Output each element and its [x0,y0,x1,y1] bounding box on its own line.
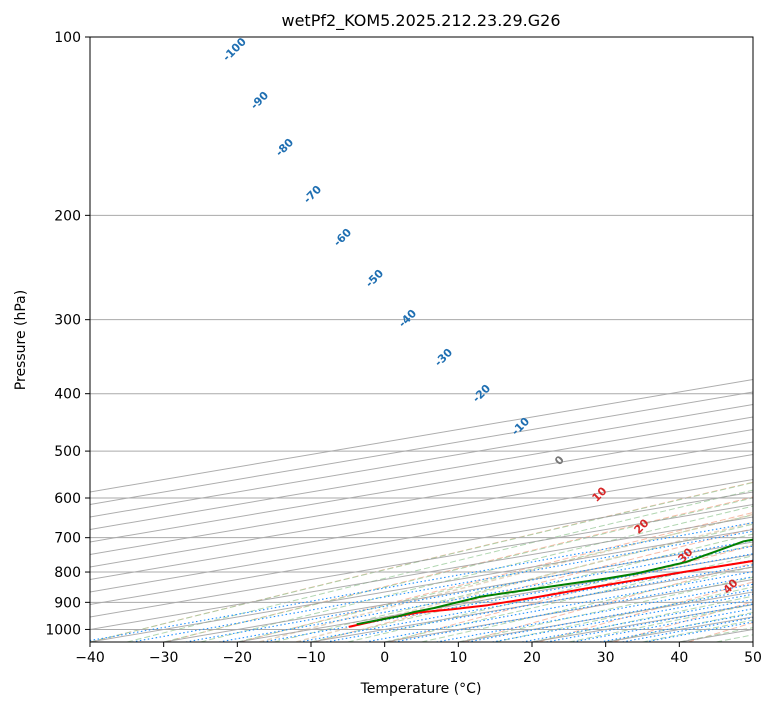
mixing-ratio-line [262,553,753,642]
dewpoint-profile [356,538,753,626]
y-tick-label: 500 [54,444,81,460]
moist-adiabat [200,505,753,642]
isotherm [90,491,753,606]
moist-adiabat [421,566,753,642]
mixing-ratio-line [218,545,753,642]
moist-adiabat [126,489,753,642]
y-tick-label: 600 [54,491,81,507]
chart-title: wetPf2_KOM5.2025.212.23.29.G26 [281,11,560,31]
x-tick-label: 30 [597,650,615,666]
profile-lines [348,538,753,628]
moist-adiabat [274,523,753,642]
mixing-ratio-line [365,571,753,642]
dry-adiabat [239,512,753,642]
mixing-ratio-line [299,559,753,642]
isotherm [90,478,753,593]
y-tick-label: 1000 [45,622,81,638]
isotherm [90,528,753,642]
x-axis-label: Temperature (°C) [360,681,482,697]
isotherm [90,516,753,631]
plot-frame [89,36,754,643]
isotherm [90,503,753,618]
x-tick-label: 20 [523,650,541,666]
x-tick-label: 40 [670,650,688,666]
y-tick-label: 700 [54,531,81,547]
x-tick-label: −40 [75,650,105,666]
x-tick-label: −10 [296,650,326,666]
y-tick-label: 300 [54,313,81,329]
moist-adiabat [163,497,753,642]
y-tick-label: 200 [54,208,81,224]
moist-adiabat [495,586,753,642]
dendritic-zone-line [259,513,753,642]
y-tick-label: 800 [54,565,81,581]
x-tick-label: 10 [449,650,467,666]
isotherm [90,453,753,568]
y-tick-label: 900 [54,595,81,611]
isotherm [90,428,753,543]
temperature-profile [348,559,753,628]
x-tick-label: −20 [223,650,253,666]
dry-adiabat [538,581,753,642]
dry-adiabat [463,562,753,642]
moist-adiabat [90,482,753,642]
mixing-ratio-line [394,576,753,642]
y-axis-label: Pressure (hPa) [13,290,29,390]
mixing-ratio-line [326,564,753,642]
dry-adiabat [314,528,753,642]
dendritic-zone-line [296,521,753,642]
plot-area [90,37,753,642]
isotherm [90,466,753,581]
x-tick-label: −30 [149,650,179,666]
mixing-ratio-line [131,530,753,642]
y-tick-label: 400 [54,387,81,403]
x-tick-label: 50 [744,650,762,666]
y-tick-label: 100 [54,30,81,46]
isotherm [90,441,753,556]
moist-adiabat [347,544,753,642]
moist-adiabat [237,514,753,642]
axes: −40 −30 −20 −10 0 10 20 30 40 50 1000 900 800 700 600 5… [45,30,762,666]
x-tick-label: 0 [380,650,389,666]
